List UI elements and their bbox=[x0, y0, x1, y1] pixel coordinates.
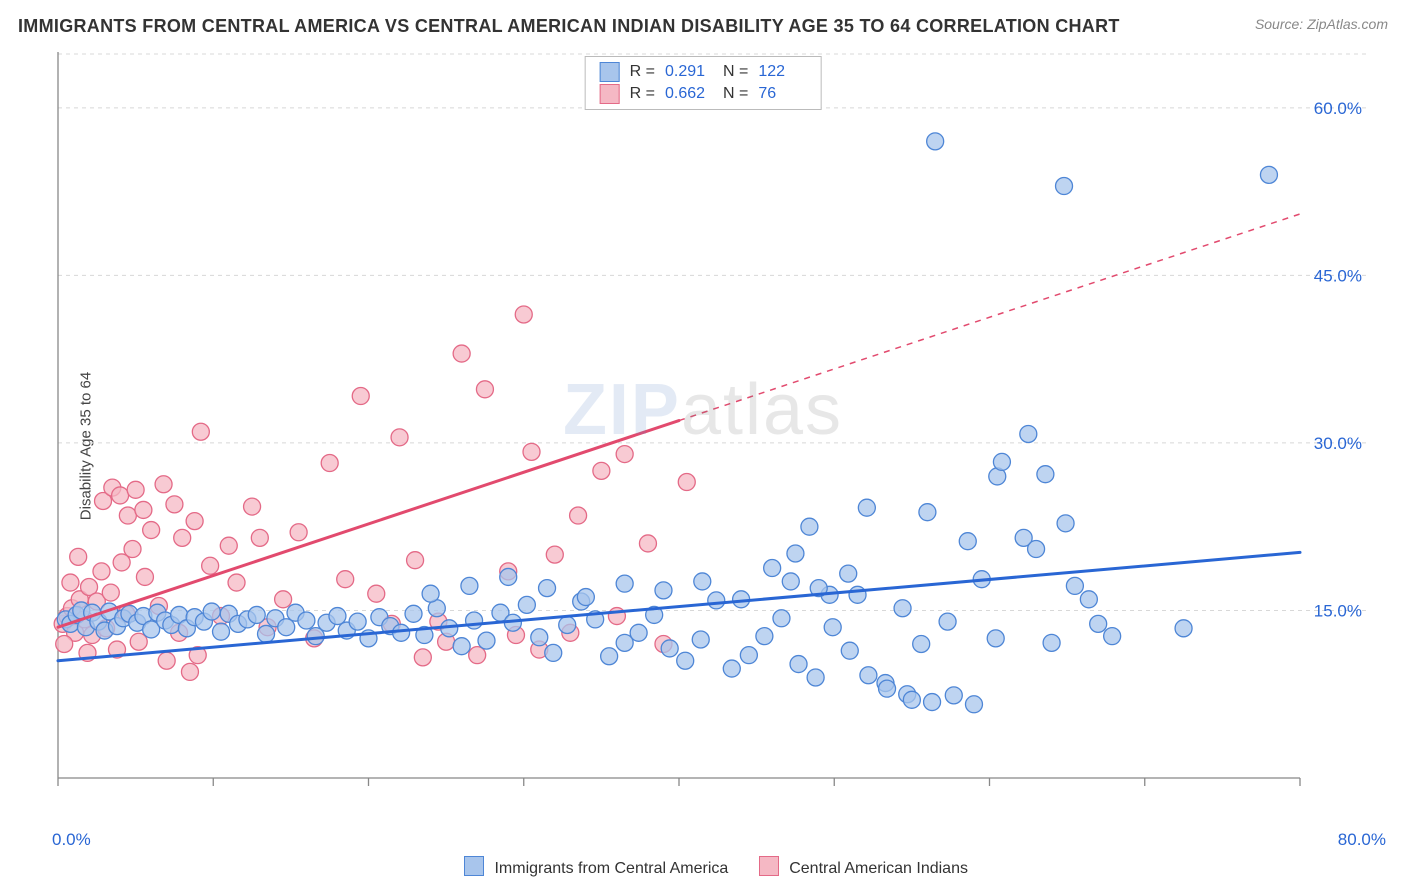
legend-n-value: 76 bbox=[758, 83, 806, 105]
legend-key-r: R = bbox=[630, 61, 655, 83]
legend-row: R = 0.291 N = 122 bbox=[600, 61, 807, 83]
legend-swatch bbox=[759, 856, 779, 876]
correlation-legend: R = 0.291 N = 122 R = 0.662 N = 76 bbox=[585, 56, 822, 110]
series-legend: Immigrants from Central America Central … bbox=[0, 856, 1406, 878]
svg-text:15.0%: 15.0% bbox=[1314, 601, 1362, 620]
legend-r-value: 0.291 bbox=[665, 61, 713, 83]
legend-key-r: R = bbox=[630, 83, 655, 105]
legend-key-n: N = bbox=[723, 61, 748, 83]
legend-swatch bbox=[464, 856, 484, 876]
legend-swatch bbox=[600, 84, 620, 104]
legend-r-value: 0.662 bbox=[665, 83, 713, 105]
legend-label: Central American Indians bbox=[789, 860, 968, 877]
plot-area: 15.0% 30.0% 45.0% 60.0% bbox=[48, 52, 1368, 812]
svg-text:30.0%: 30.0% bbox=[1314, 434, 1362, 453]
legend-n-value: 122 bbox=[758, 61, 806, 83]
chart-title: IMMIGRANTS FROM CENTRAL AMERICA VS CENTR… bbox=[18, 16, 1120, 36]
legend-key-n: N = bbox=[723, 83, 748, 105]
x-axis-max-label: 80.0% bbox=[1338, 830, 1386, 850]
source-label: Source: ZipAtlas.com bbox=[1255, 16, 1388, 32]
legend-label: Immigrants from Central America bbox=[494, 860, 728, 877]
svg-text:45.0%: 45.0% bbox=[1314, 266, 1362, 285]
chart-header: IMMIGRANTS FROM CENTRAL AMERICA VS CENTR… bbox=[18, 16, 1388, 46]
legend-swatch bbox=[600, 62, 620, 82]
x-axis-min-label: 0.0% bbox=[52, 830, 91, 850]
svg-text:60.0%: 60.0% bbox=[1314, 99, 1362, 118]
legend-row: R = 0.662 N = 76 bbox=[600, 83, 807, 105]
scatter-chart-svg: 15.0% 30.0% 45.0% 60.0% bbox=[48, 52, 1368, 812]
